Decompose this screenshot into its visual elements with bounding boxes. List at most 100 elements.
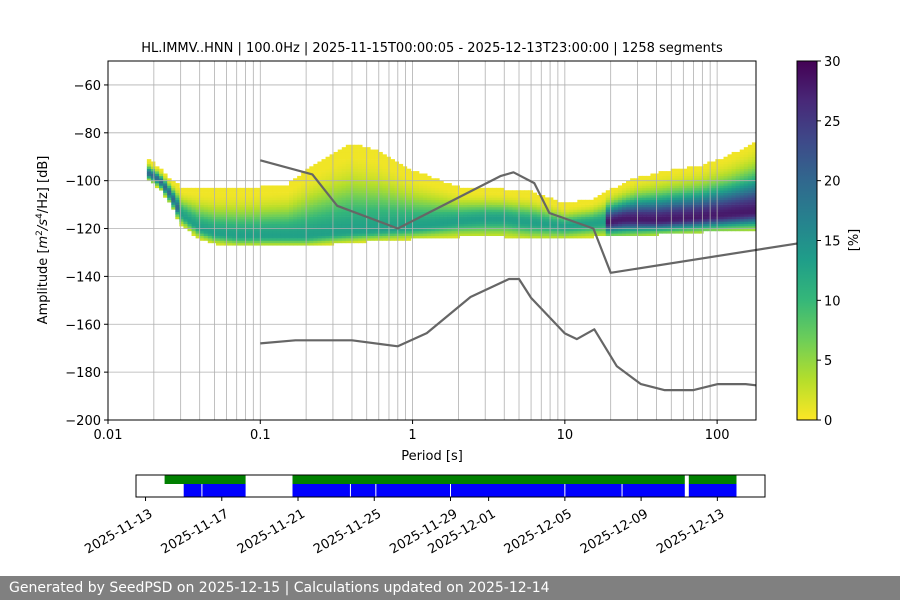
heatmap-cell (390, 211, 395, 215)
heatmap-cell (337, 216, 343, 220)
heatmap-cell (707, 195, 712, 198)
heatmap-cell (695, 204, 700, 208)
heatmap-cell (171, 185, 176, 189)
heatmap-cell (715, 199, 720, 203)
heatmap-cell (674, 230, 680, 234)
heatmap-cell (353, 190, 359, 193)
heatmap-cell (228, 223, 233, 227)
heatmap-cell (642, 233, 647, 237)
heatmap-cell (293, 199, 298, 203)
heatmap-cell (443, 235, 448, 239)
heatmap-cell (634, 202, 639, 205)
heatmap-cell (719, 197, 724, 201)
heatmap-cell (621, 185, 627, 189)
heatmap-cell (504, 209, 509, 213)
heatmap-cell (366, 159, 371, 162)
heatmap-cell (638, 218, 643, 222)
heatmap-cell (532, 226, 538, 229)
heatmap-cell (642, 211, 647, 215)
footer-text: Generated by SeedPSD on 2025-12-15 | Cal… (9, 580, 550, 596)
heatmap-cell (305, 183, 310, 186)
heatmap-cell (159, 173, 164, 177)
heatmap-cell (362, 230, 367, 234)
heatmap-cell (394, 199, 400, 203)
heatmap-cell (467, 197, 473, 201)
heatmap-cell (236, 238, 241, 241)
heatmap-cell (150, 168, 156, 172)
timeline-bars (164, 475, 737, 497)
heatmap-cell (662, 197, 668, 201)
heatmap-cell (451, 235, 456, 239)
heatmap-cell (565, 226, 570, 229)
heatmap-cell (650, 209, 655, 213)
heatmap-cell (423, 180, 428, 184)
x-axis-ticks: 0.01 0.1 1 10 100 (94, 420, 730, 443)
heatmap-cell (646, 206, 651, 210)
heatmap-cell (715, 190, 720, 193)
heatmap-cell (609, 202, 615, 205)
heatmap-cell (244, 223, 249, 227)
heatmap-cell (366, 230, 371, 234)
heatmap-cell (284, 195, 290, 198)
heatmap-cell (272, 233, 278, 237)
heatmap-cell (333, 228, 339, 232)
heatmap-cell (215, 226, 221, 229)
heatmap-cell (500, 226, 505, 229)
heatmap-cell (394, 233, 400, 237)
heatmap-cell (244, 233, 249, 237)
heatmap-cell (727, 183, 733, 186)
heatmap-cell (305, 180, 310, 184)
heatmap-cell (240, 209, 245, 213)
heatmap-cell (585, 214, 590, 217)
heatmap-cell (325, 166, 331, 169)
heatmap-cell (378, 163, 383, 167)
heatmap-cell (353, 149, 359, 153)
heatmap-cell (321, 228, 326, 232)
heatmap-cell (431, 221, 436, 225)
heatmap-cell (455, 216, 460, 220)
heatmap-cell (398, 190, 404, 193)
heatmap-cell (410, 214, 416, 217)
heatmap-cell (500, 199, 505, 203)
heatmap-cell (504, 202, 509, 205)
heatmap-cell (532, 221, 538, 225)
heatmap-cell (711, 192, 716, 196)
heatmap-cell (658, 209, 663, 213)
heatmap-cell (435, 202, 440, 205)
heatmap-cell (617, 190, 623, 193)
heatmap-cell (297, 192, 302, 196)
heatmap-cell (187, 202, 192, 205)
heatmap-cell (199, 238, 205, 241)
heatmap-cell (634, 214, 639, 217)
heatmap-cell (171, 190, 176, 193)
heatmap-cell (731, 163, 737, 167)
heatmap-cell (658, 216, 663, 220)
heatmap-cell (244, 228, 249, 232)
heatmap-cell (626, 185, 631, 189)
heatmap-cell (585, 204, 590, 208)
heatmap-cell (508, 218, 513, 222)
heatmap-cell (398, 192, 404, 196)
heatmap-cell (751, 187, 757, 191)
heatmap-cell (496, 214, 501, 217)
heatmap-cell (423, 190, 428, 193)
heatmap-cell (297, 202, 302, 205)
heatmap-cell (621, 214, 627, 217)
heatmap-cell (398, 209, 404, 213)
heatmap-cell (423, 223, 428, 227)
heatmap-cell (272, 195, 278, 198)
heatmap-cell (171, 206, 176, 210)
heatmap-cell (613, 204, 619, 208)
heatmap-cell (378, 230, 383, 234)
heatmap-cell (532, 197, 538, 201)
heatmap-cell (581, 230, 586, 234)
heatmap-cell (187, 228, 192, 232)
heatmap-cell (358, 187, 363, 191)
heatmap-cell (682, 206, 688, 210)
heatmap-cell (719, 159, 724, 162)
heatmap-cell (605, 223, 611, 227)
heatmap-cell (394, 211, 400, 215)
y-tick-label: −60 (74, 79, 101, 94)
heatmap-cell (557, 221, 562, 225)
heatmap-cell (609, 233, 615, 237)
